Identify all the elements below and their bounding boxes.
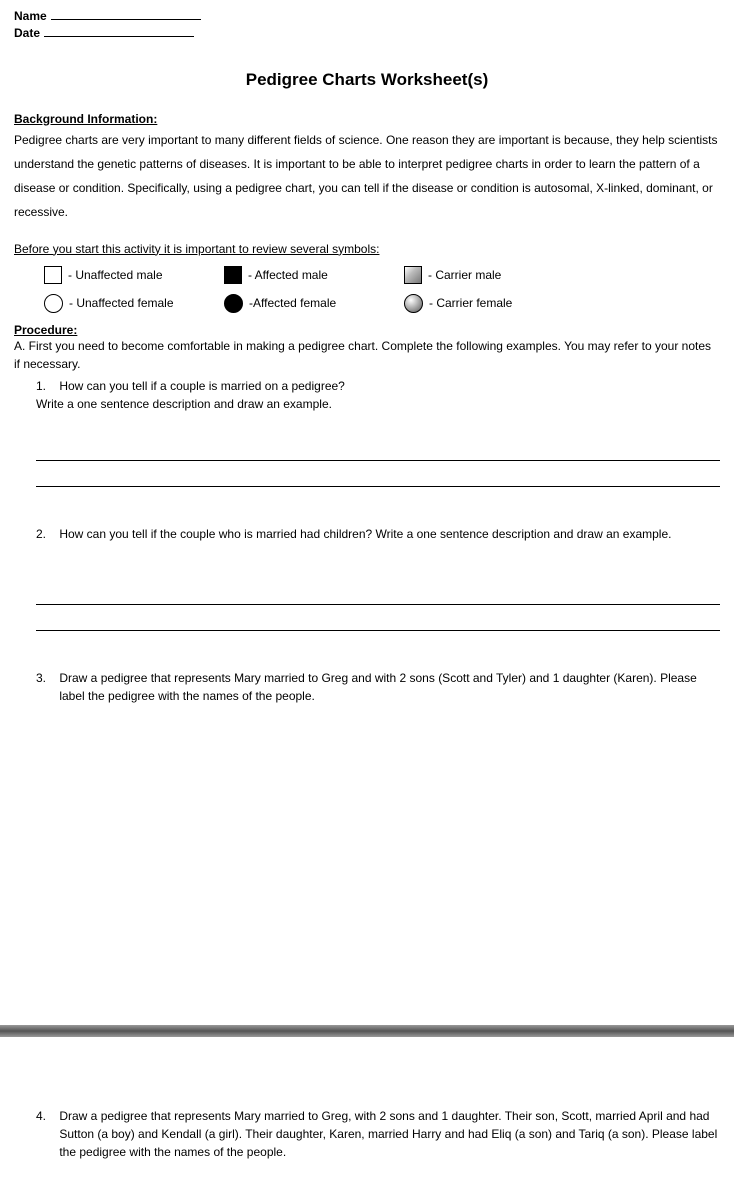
answer-line [36, 473, 720, 487]
legend-carrier-female: - Carrier female [404, 294, 584, 313]
legend-label: - Unaffected male [68, 268, 163, 282]
header-fields: Name Date [14, 8, 720, 42]
q4-number: 4. [36, 1107, 56, 1125]
page-title: Pedigree Charts Worksheet(s) [14, 70, 720, 90]
circle-carrier-icon [404, 294, 423, 313]
legend-carrier-male: - Carrier male [404, 266, 584, 284]
legend-label: - Affected male [248, 268, 328, 282]
legend-label: -Affected female [249, 296, 336, 310]
legend-label: - Carrier male [428, 268, 501, 282]
name-label: Name [14, 9, 47, 23]
legend-row-female: - Unaffected female -Affected female - C… [44, 294, 720, 313]
legend-label: - Unaffected female [69, 296, 174, 310]
legend-row-male: - Unaffected male - Affected male - Carr… [44, 266, 720, 284]
legend-unaffected-male: - Unaffected male [44, 266, 224, 284]
q4-text: Draw a pedigree that represents Mary mar… [59, 1107, 717, 1161]
q3-number: 3. [36, 669, 56, 687]
name-blank [51, 10, 201, 20]
date-label: Date [14, 26, 40, 40]
legend-label: - Carrier female [429, 296, 512, 310]
q1-number: 1. [36, 377, 56, 395]
circle-filled-icon [224, 294, 243, 313]
background-heading: Background Information: [14, 112, 720, 126]
procedure-intro: A. First you need to become comfortable … [14, 337, 720, 373]
legend: - Unaffected male - Affected male - Carr… [44, 266, 720, 313]
square-carrier-icon [404, 266, 422, 284]
q1-subtext: Write a one sentence description and dra… [36, 395, 720, 413]
question-4: 4. Draw a pedigree that represents Mary … [36, 1107, 720, 1161]
symbols-intro: Before you start this activity it is imp… [14, 242, 720, 256]
circle-empty-icon [44, 294, 63, 313]
background-text: Pedigree charts are very important to ma… [14, 128, 720, 224]
legend-affected-female: -Affected female [224, 294, 404, 313]
drawing-space [14, 705, 720, 1005]
q1-text: How can you tell if a couple is married … [59, 377, 717, 395]
answer-line [36, 591, 720, 605]
name-row: Name [14, 8, 720, 25]
answer-line [36, 617, 720, 631]
square-empty-icon [44, 266, 62, 284]
question-2: 2. How can you tell if the couple who is… [36, 525, 720, 543]
worksheet-page: Name Date Pedigree Charts Worksheet(s) B… [0, 0, 734, 1025]
question-3: 3. Draw a pedigree that represents Mary … [36, 669, 720, 705]
procedure-heading: Procedure: [14, 323, 720, 337]
legend-affected-male: - Affected male [224, 266, 404, 284]
date-row: Date [14, 25, 720, 42]
q3-text: Draw a pedigree that represents Mary mar… [59, 669, 717, 705]
page-break-bar [0, 1025, 734, 1037]
worksheet-page-2: 4. Draw a pedigree that represents Mary … [0, 1037, 734, 1181]
square-filled-icon [224, 266, 242, 284]
date-blank [44, 27, 194, 37]
question-1: 1. How can you tell if a couple is marri… [36, 377, 720, 395]
legend-unaffected-female: - Unaffected female [44, 294, 224, 313]
q2-text: How can you tell if the couple who is ma… [59, 525, 717, 543]
answer-line [36, 447, 720, 461]
q2-number: 2. [36, 525, 56, 543]
